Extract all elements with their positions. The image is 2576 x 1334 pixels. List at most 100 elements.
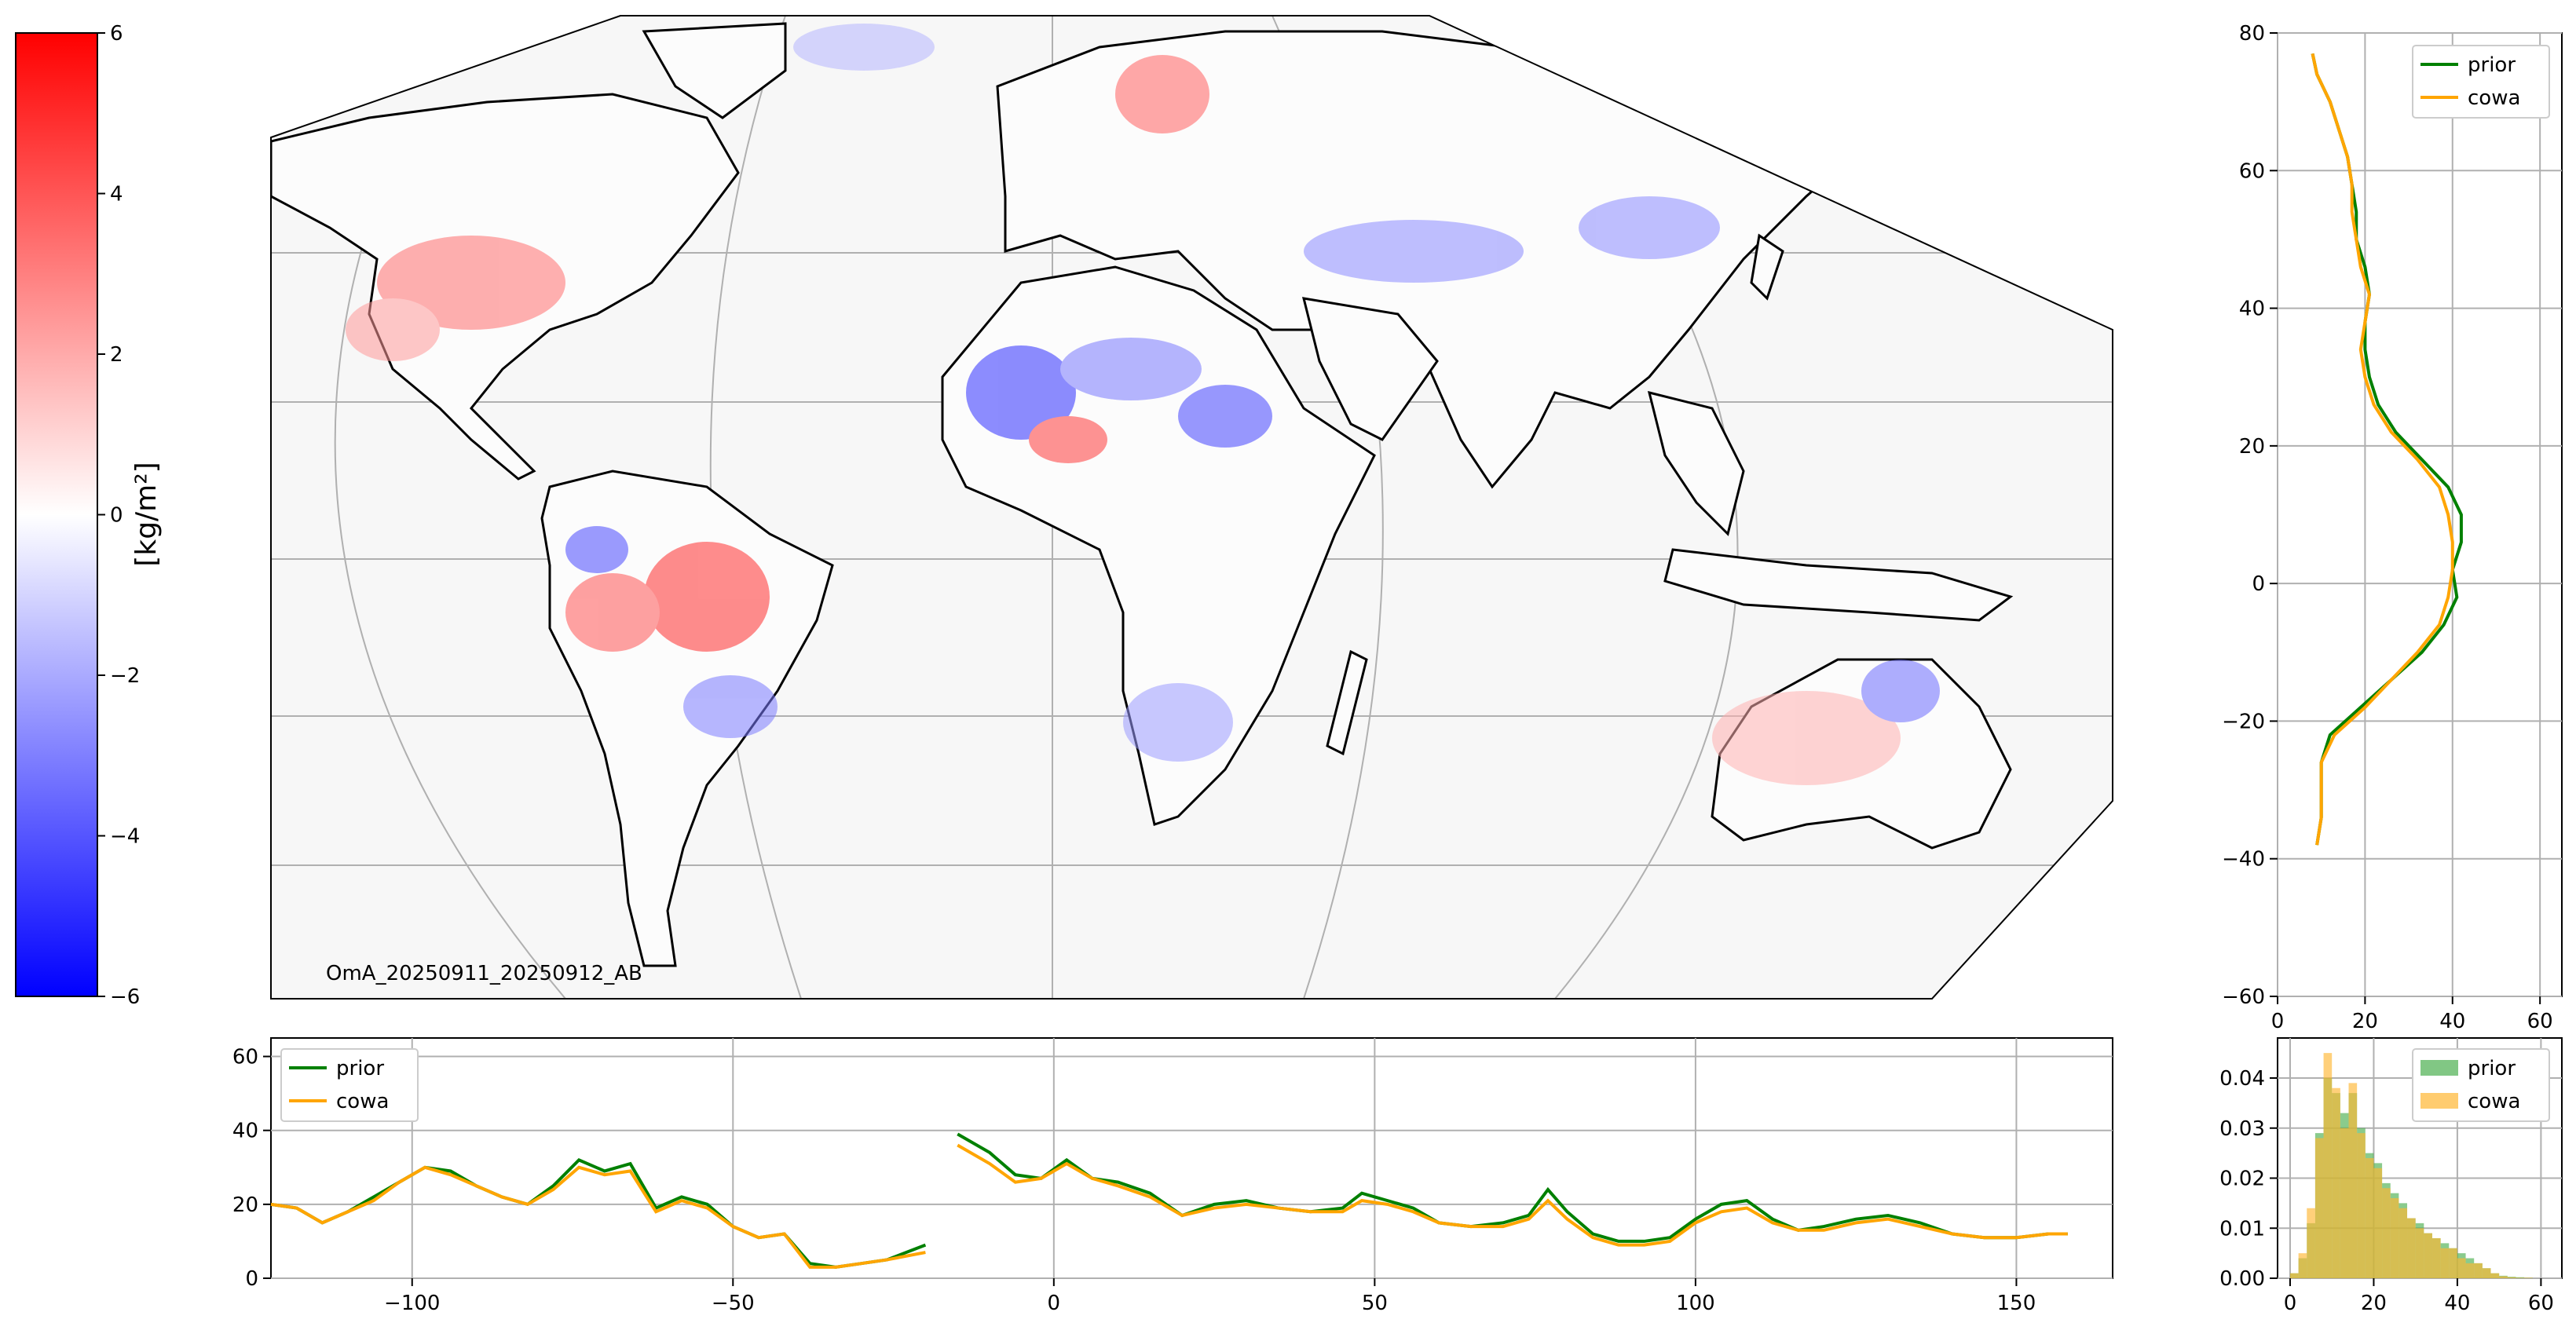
- map-content: [271, 16, 2113, 999]
- histogram-bar-cowa: [2407, 1218, 2416, 1278]
- latitude-profile-series: [2311, 53, 2463, 846]
- colorbar-label: [kg/m²]: [130, 462, 163, 566]
- map-boundary: [270, 15, 2113, 1000]
- series-line-prior: [270, 1157, 927, 1269]
- y-tick-label: 0.02: [2219, 1168, 2265, 1191]
- colorbar-tick-label: −2: [110, 664, 140, 688]
- histogram-bar-cowa: [2382, 1188, 2391, 1278]
- histogram-bar-cowa: [2474, 1263, 2483, 1278]
- histogram-bar-cowa: [2348, 1083, 2358, 1278]
- legend-label-prior: prior: [336, 1057, 384, 1080]
- latitude-profile-ticks: 0 20 40 60 −60 −40 −20 0 20 40 60 80: [2222, 22, 2553, 1033]
- colorbar-tick-label: 0: [110, 504, 123, 528]
- histogram-bar-cowa: [2516, 1277, 2525, 1278]
- histogram-bar-cowa: [2449, 1248, 2457, 1278]
- legend-label-cowa: cowa: [336, 1090, 389, 1113]
- histogram-bar-cowa: [2357, 1133, 2366, 1278]
- longitude-profile-legend: prior cowa: [280, 1048, 419, 1122]
- longitude-profile-series: [270, 1132, 2068, 1269]
- legend-label-cowa: cowa: [2468, 86, 2520, 110]
- histogram-bar-cowa: [2431, 1238, 2441, 1278]
- x-tick-label: 60: [2527, 1010, 2553, 1033]
- x-tick-label: 40: [2439, 1010, 2465, 1033]
- histogram-bar-cowa: [2373, 1168, 2383, 1278]
- x-tick-label: 150: [1997, 1292, 2036, 1315]
- y-tick-label: −40: [2222, 848, 2265, 872]
- colorbar-tick-label: 6: [110, 22, 123, 46]
- y-tick-label: 60: [232, 1046, 258, 1069]
- map-anomaly-field: [346, 24, 1940, 785]
- colorbar-ticks: 6 4 2 0 −2 −4 −6: [97, 22, 140, 1009]
- y-tick-label: −20: [2222, 710, 2265, 733]
- longitude-profile-ticks: −100 −50 0 50 100 150 0 20 40 60: [232, 1046, 2036, 1315]
- arabia: [1301, 297, 1439, 441]
- histogram-bar-cowa: [2390, 1198, 2399, 1278]
- x-tick-label: 20: [2361, 1292, 2387, 1315]
- colorbar: 6 4 2 0 −2 −4 −6 [kg/m²]: [15, 22, 163, 1009]
- latitude-profile-grid: [2277, 32, 2562, 997]
- x-tick-label: 100: [1676, 1292, 1715, 1315]
- y-tick-label: 20: [2239, 435, 2265, 459]
- legend-swatch-prior: [2420, 1060, 2458, 1076]
- colorbar-tick-label: 4: [110, 183, 123, 206]
- southeast-asia: [1647, 390, 1745, 536]
- histogram-bar-cowa: [2340, 1128, 2349, 1278]
- x-tick-label: 40: [2444, 1292, 2470, 1315]
- greenland: [642, 22, 787, 119]
- histogram-bars: [2289, 1053, 2533, 1278]
- histogram-bar-cowa: [2307, 1208, 2315, 1278]
- japan: [1750, 233, 1784, 301]
- histogram-bar-cowa: [2323, 1053, 2333, 1278]
- histogram-panel: 0 20 40 60 0.00 0.01 0.02 0.03 0.04 prior cowa: [2219, 1037, 2563, 1315]
- series-line-cowa: [270, 1165, 926, 1269]
- histogram-bar-cowa: [2507, 1277, 2516, 1278]
- y-tick-label: 60: [2239, 159, 2265, 183]
- y-tick-label: 40: [232, 1120, 258, 1143]
- series-line-cowa: [2311, 53, 2454, 846]
- y-tick-label: 0: [245, 1267, 258, 1291]
- colorbar-tick-label: 2: [110, 343, 123, 367]
- colorbar-gradient: [15, 32, 98, 997]
- indonesia: [1663, 548, 2014, 622]
- latitude-profile-frame: [2277, 32, 2563, 997]
- x-tick-label: 50: [1362, 1292, 1388, 1315]
- x-tick-label: 0: [1048, 1292, 1061, 1315]
- x-tick-label: 0: [2271, 1010, 2285, 1033]
- y-tick-label: −60: [2222, 985, 2265, 1009]
- x-tick-label: 60: [2528, 1292, 2554, 1315]
- histogram-bar-cowa: [2524, 1277, 2533, 1278]
- longitude-profile-grid: [271, 1038, 2113, 1279]
- histogram-bar-cowa: [2314, 1138, 2324, 1278]
- histogram-bar-cowa: [2399, 1208, 2408, 1278]
- longitude-profile-panel: −100 −50 0 50 100 150 0 20 40 60 prior cowa: [232, 1037, 2113, 1315]
- y-tick-label: 0.04: [2219, 1067, 2265, 1091]
- histogram-bar-cowa: [2424, 1233, 2432, 1278]
- histogram-bar-cowa: [2465, 1263, 2475, 1278]
- histogram-bar-cowa: [2365, 1158, 2374, 1278]
- histogram-bar-cowa: [2332, 1087, 2340, 1278]
- legend-label-cowa: cowa: [2468, 1090, 2520, 1113]
- histogram-bar-cowa: [2499, 1276, 2508, 1278]
- histogram-bar-cowa: [2482, 1268, 2491, 1278]
- madagascar: [1326, 649, 1368, 756]
- map-annotation: OmA_20250911_20250912_AB: [326, 962, 642, 985]
- series-line-prior: [957, 1132, 2068, 1243]
- x-tick-label: 0: [2284, 1292, 2297, 1315]
- histogram-bar-cowa: [2298, 1253, 2307, 1278]
- histogram-bar-cowa: [2415, 1228, 2424, 1278]
- x-tick-label: 20: [2352, 1010, 2378, 1033]
- latitude-profile-legend: prior cowa: [2412, 45, 2550, 119]
- y-tick-label: 40: [2239, 298, 2265, 321]
- histogram-bar-cowa: [2490, 1273, 2500, 1278]
- colorbar-tick-label: −6: [110, 985, 140, 1009]
- y-tick-label: 20: [232, 1193, 258, 1217]
- colorbar-tick-label: −4: [110, 825, 140, 849]
- map-panel: OmA_20250911_20250912_AB: [270, 15, 2113, 1000]
- y-tick-label: 0.03: [2219, 1117, 2265, 1141]
- series-line-prior: [2311, 53, 2463, 846]
- latitude-profile-panel: 0 20 40 60 −60 −40 −20 0 20 40 60 80 prior cowa: [2222, 22, 2563, 1033]
- x-tick-label: −50: [712, 1292, 755, 1315]
- histogram-bar-cowa: [2457, 1258, 2466, 1278]
- legend-label-prior: prior: [2468, 1057, 2516, 1080]
